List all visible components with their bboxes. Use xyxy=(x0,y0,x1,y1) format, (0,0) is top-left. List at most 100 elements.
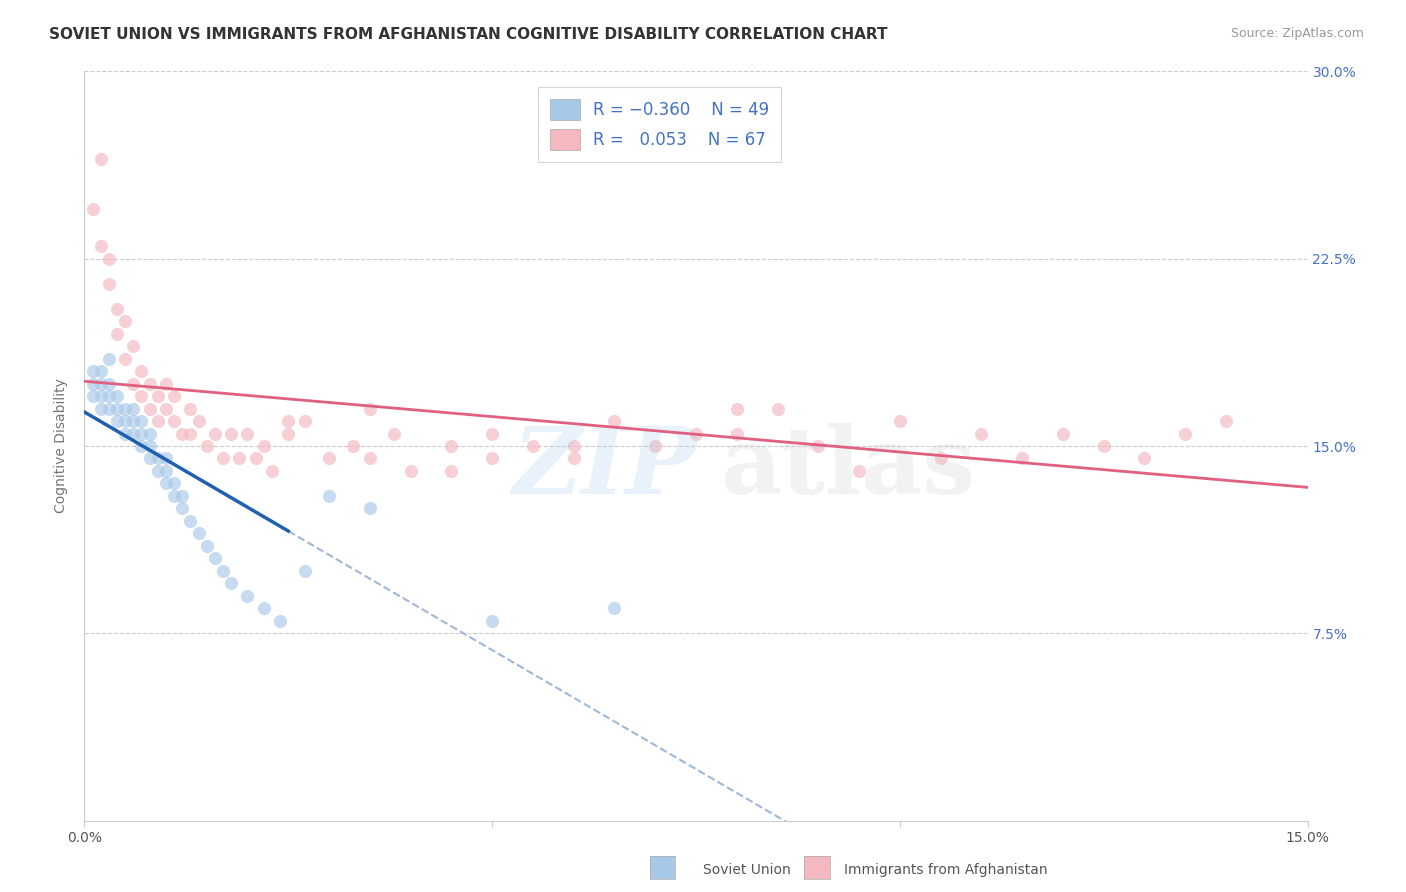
Point xyxy=(97,277,120,291)
Y-axis label: Cognitive Disability: Cognitive Disability xyxy=(55,378,69,514)
Point xyxy=(146,389,169,403)
Point xyxy=(97,252,120,266)
Point xyxy=(90,376,112,391)
Point xyxy=(105,326,128,341)
Point xyxy=(131,389,153,403)
Point xyxy=(204,426,226,441)
Point xyxy=(562,451,585,466)
Point xyxy=(82,389,104,403)
Point xyxy=(253,601,276,615)
Point xyxy=(219,426,242,441)
Point xyxy=(114,314,136,328)
Point xyxy=(90,389,112,403)
Point xyxy=(318,451,340,466)
Point xyxy=(114,401,136,416)
Point xyxy=(138,426,160,441)
Point xyxy=(228,451,250,466)
Point xyxy=(172,426,194,441)
Point xyxy=(195,539,218,553)
Point xyxy=(172,489,194,503)
Point xyxy=(1092,439,1115,453)
Point xyxy=(766,401,789,416)
Point xyxy=(114,426,136,441)
Text: Source: ZipAtlas.com: Source: ZipAtlas.com xyxy=(1230,27,1364,40)
Point xyxy=(131,364,153,378)
Point xyxy=(318,489,340,503)
Point xyxy=(163,389,186,403)
Point xyxy=(1011,451,1033,466)
Point xyxy=(481,614,503,628)
Point xyxy=(725,426,748,441)
Point xyxy=(90,239,112,253)
Point xyxy=(122,401,145,416)
Text: ZIP: ZIP xyxy=(512,424,696,514)
Text: Soviet Union: Soviet Union xyxy=(703,863,790,877)
Point xyxy=(97,351,120,366)
Point xyxy=(562,439,585,453)
Point xyxy=(848,464,870,478)
Point xyxy=(725,401,748,416)
Point xyxy=(440,439,463,453)
Point xyxy=(359,451,381,466)
Point xyxy=(105,389,128,403)
Point xyxy=(187,526,209,541)
Point xyxy=(359,501,381,516)
Point xyxy=(644,439,666,453)
Point xyxy=(122,414,145,428)
Point xyxy=(82,202,104,216)
Point xyxy=(138,451,160,466)
Point xyxy=(359,401,381,416)
Point xyxy=(105,301,128,316)
Point xyxy=(97,389,120,403)
Point xyxy=(82,376,104,391)
Point xyxy=(155,476,177,491)
Point xyxy=(204,551,226,566)
Point xyxy=(399,464,422,478)
Point xyxy=(685,426,707,441)
Point xyxy=(269,614,291,628)
Point xyxy=(146,414,169,428)
Point xyxy=(114,351,136,366)
Point xyxy=(131,439,153,453)
Point xyxy=(90,401,112,416)
Point xyxy=(155,376,177,391)
Point xyxy=(90,364,112,378)
Point xyxy=(179,401,201,416)
Point xyxy=(440,464,463,478)
Point xyxy=(172,501,194,516)
Point xyxy=(138,376,160,391)
Point xyxy=(82,364,104,378)
Point xyxy=(294,564,316,578)
Point xyxy=(253,439,276,453)
Point xyxy=(1052,426,1074,441)
Point xyxy=(146,464,169,478)
Point xyxy=(138,401,160,416)
Point xyxy=(105,414,128,428)
Point xyxy=(163,414,186,428)
Text: SOVIET UNION VS IMMIGRANTS FROM AFGHANISTAN COGNITIVE DISABILITY CORRELATION CHA: SOVIET UNION VS IMMIGRANTS FROM AFGHANIS… xyxy=(49,27,887,42)
Point xyxy=(603,414,626,428)
Point xyxy=(929,451,952,466)
Point xyxy=(481,426,503,441)
Point xyxy=(382,426,405,441)
Point xyxy=(114,414,136,428)
Point xyxy=(294,414,316,428)
Text: atlas: atlas xyxy=(720,424,976,514)
Point xyxy=(277,426,299,441)
Point xyxy=(342,439,364,453)
Point xyxy=(163,489,186,503)
Point xyxy=(889,414,911,428)
Point xyxy=(807,439,830,453)
Point xyxy=(179,514,201,528)
Point xyxy=(146,451,169,466)
Point xyxy=(163,476,186,491)
Legend: R = −0.360    N = 49, R =   0.053    N = 67: R = −0.360 N = 49, R = 0.053 N = 67 xyxy=(538,87,780,161)
Point xyxy=(90,152,112,166)
Point xyxy=(131,426,153,441)
Point xyxy=(260,464,283,478)
Point xyxy=(481,451,503,466)
Point xyxy=(1133,451,1156,466)
Point xyxy=(122,376,145,391)
Text: Immigrants from Afghanistan: Immigrants from Afghanistan xyxy=(844,863,1047,877)
Point xyxy=(1215,414,1237,428)
